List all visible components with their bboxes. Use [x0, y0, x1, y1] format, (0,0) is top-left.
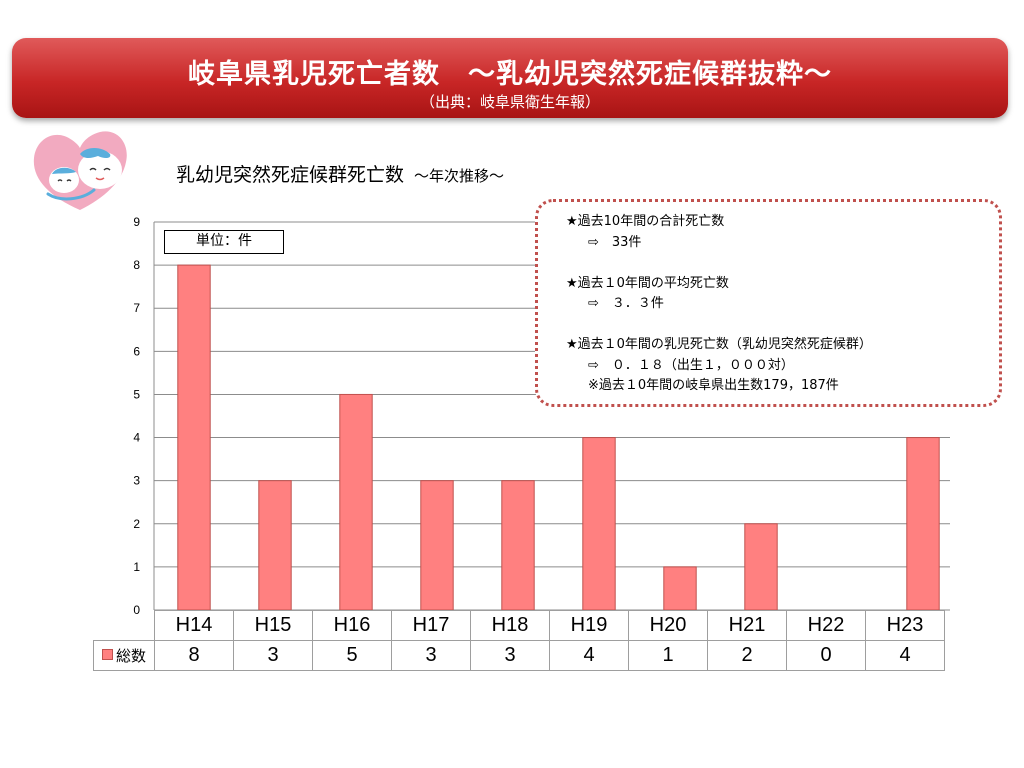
data-value: 4: [865, 640, 945, 671]
unit-label: 単位：件: [164, 230, 284, 254]
bar-H21: [744, 523, 778, 611]
summary-line-total: ★過去10年間の合計死亡数: [566, 214, 725, 229]
y-tick-label: 7: [133, 301, 140, 315]
data-value: 0: [786, 640, 866, 671]
y-tick-label: 2: [133, 517, 140, 531]
page-source: （出典：岐阜県衛生年報）: [419, 93, 600, 111]
category-label: H15: [233, 610, 313, 641]
bar-H14: [177, 264, 211, 611]
bar-H15: [258, 480, 292, 611]
summary-line-average: ★過去１0年間の平均死亡数: [566, 275, 729, 291]
legend-swatch: [101, 649, 113, 660]
category-label: H17: [391, 610, 471, 641]
category-label: H23: [865, 610, 945, 641]
legend-label: 総数: [115, 647, 146, 665]
y-tick-label: 5: [133, 387, 140, 401]
mother-and-baby-icon: [30, 126, 130, 212]
data-value: 3: [391, 640, 471, 671]
bar-H19: [582, 437, 616, 611]
y-tick-label: 4: [133, 431, 140, 445]
chart-subtitle-small: ～年次推移～: [414, 167, 505, 185]
data-value: 1: [628, 640, 708, 671]
category-label: H14: [154, 610, 234, 641]
bar-H17: [420, 480, 454, 611]
summary-value-average: ⇨ ３．３件: [588, 296, 664, 311]
summary-births-note: ※過去１0年間の岐阜県出生数179，187件: [588, 378, 839, 393]
category-label: H16: [312, 610, 392, 641]
summary-value-total: ⇨ 33件: [588, 234, 642, 250]
chart-subtitle-main: 乳幼児突然死症候群死亡数: [176, 164, 405, 186]
summary-line-rate: ★過去１0年間の乳児死亡数（乳幼児突然死症候群）: [566, 337, 872, 352]
data-value: 2: [707, 640, 787, 671]
data-value: 3: [233, 640, 313, 671]
y-tick-label: 8: [133, 258, 140, 272]
summary-value-rate: ⇨ ０．１８（出生１，０００対）: [588, 357, 794, 373]
data-table-values-row: 総数 8 3 5 3 3 4 1 2 0 4: [93, 640, 945, 671]
bar-H23: [906, 437, 940, 611]
legend-entry: 総数: [93, 640, 155, 671]
y-tick-label: 1: [133, 560, 140, 574]
category-label: H19: [549, 610, 629, 641]
y-tick-label: 9: [133, 215, 140, 229]
category-label: H22: [786, 610, 866, 641]
data-table: H14 H15 H16 H17 H18 H19 H20 H21 H22 H23 …: [93, 610, 945, 671]
category-label: H18: [470, 610, 550, 641]
data-value: 8: [154, 640, 234, 671]
title-banner: 岐阜県乳児死亡者数 ～乳幼児突然死症候群抜粋～ （出典：岐阜県衛生年報）: [12, 38, 1008, 118]
summary-box: ★過去10年間の合計死亡数 ⇨ 33件 ★過去１0年間の平均死亡数 ⇨ ３．３件…: [535, 199, 1002, 407]
bar-H20: [663, 566, 697, 611]
data-value: 4: [549, 640, 629, 671]
category-label: H21: [707, 610, 787, 641]
y-tick-label: 6: [133, 344, 140, 358]
y-tick-label: 3: [133, 474, 140, 488]
page-title: 岐阜県乳児死亡者数 ～乳幼児突然死症候群抜粋～: [188, 59, 832, 90]
data-value: 5: [312, 640, 392, 671]
category-label: H20: [628, 610, 708, 641]
data-value: 3: [470, 640, 550, 671]
bar-H16: [339, 393, 373, 611]
y-tick-label: 0: [133, 603, 140, 617]
data-table-header-row: H14 H15 H16 H17 H18 H19 H20 H21 H22 H23: [94, 610, 945, 641]
chart-subtitle: 乳幼児突然死症候群死亡数 ～年次推移～: [176, 160, 504, 187]
bar-H18: [501, 480, 535, 611]
